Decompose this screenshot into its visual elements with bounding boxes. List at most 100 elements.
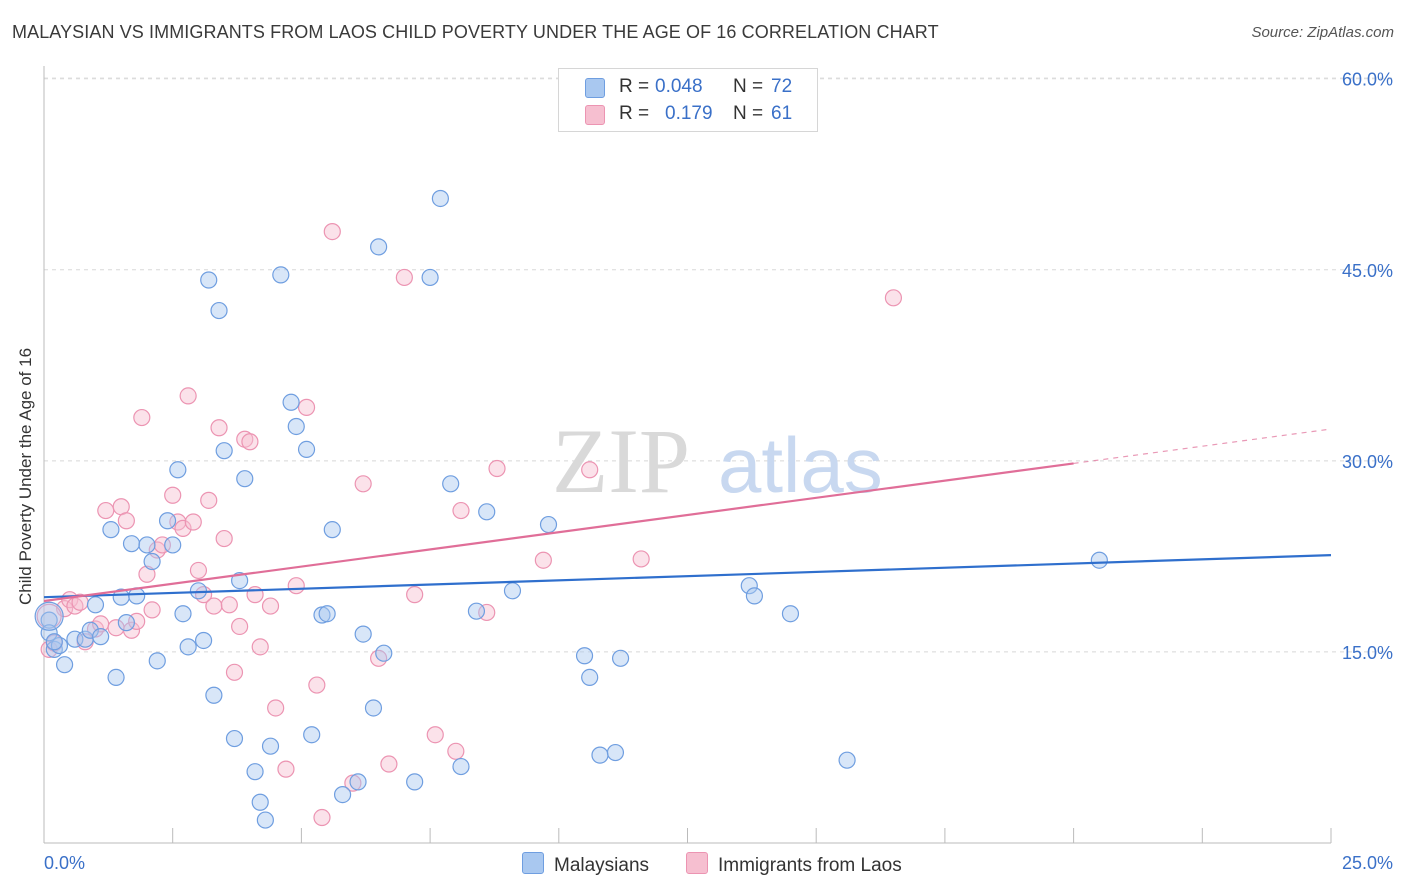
point-malaysian bbox=[611, 649, 630, 667]
source-note: Source: ZipAtlas.com bbox=[1251, 24, 1394, 41]
point-malaysian bbox=[40, 624, 58, 642]
point-malaysian bbox=[169, 461, 187, 479]
point-laos bbox=[323, 222, 341, 241]
point-malaysian bbox=[148, 652, 166, 670]
point-laos bbox=[189, 561, 208, 580]
point-malaysian bbox=[102, 521, 120, 539]
point-malaysian bbox=[200, 271, 218, 289]
point-malaysian bbox=[122, 535, 141, 553]
point-laos bbox=[117, 512, 135, 530]
point-malaysian bbox=[174, 605, 192, 623]
trend-line-laos-extrapolated bbox=[1073, 428, 1332, 465]
point-malaysian bbox=[40, 611, 58, 629]
point-malaysian bbox=[225, 729, 244, 748]
legend-stats: R = 0.048 N = 72 R = 0.179 N = 61 bbox=[558, 68, 818, 132]
point-malaysian bbox=[205, 686, 223, 704]
point-laos bbox=[210, 419, 228, 437]
point-laos bbox=[97, 501, 115, 520]
tick-labels: 15.0% 30.0% 45.0% 60.0% 0.0% 25.0% bbox=[44, 70, 1393, 873]
point-malaysian bbox=[138, 536, 156, 554]
point-malaysian bbox=[539, 515, 558, 534]
point-malaysian bbox=[297, 440, 316, 459]
swatch-blue bbox=[585, 78, 605, 98]
point-laos bbox=[452, 501, 470, 520]
y-tick-label: 45.0% bbox=[1342, 261, 1393, 281]
point-malaysian bbox=[86, 596, 105, 614]
point-malaysian bbox=[81, 621, 99, 639]
point-laos bbox=[581, 461, 599, 479]
point-laos bbox=[241, 433, 259, 451]
point-malaysian bbox=[333, 785, 352, 804]
x-tick-label-min: 0.0% bbox=[44, 853, 85, 873]
point-malaysian bbox=[231, 572, 249, 590]
point-malaysian bbox=[375, 644, 393, 662]
point-malaysian bbox=[256, 811, 274, 829]
point-laos bbox=[426, 726, 444, 744]
trend-lines bbox=[43, 428, 1332, 603]
point-malaysian bbox=[452, 757, 470, 776]
point-laos bbox=[488, 459, 506, 478]
r-label: R = bbox=[619, 103, 650, 124]
point-malaysian bbox=[838, 751, 856, 769]
r-value: 0.179 bbox=[665, 103, 713, 124]
watermark: ZIP atlas bbox=[552, 410, 883, 512]
point-malaysian bbox=[210, 301, 228, 320]
point-malaysian bbox=[282, 393, 300, 411]
legend-label-malaysians: Malaysians bbox=[554, 855, 650, 876]
point-malaysian bbox=[467, 602, 486, 620]
y-tick-label: 15.0% bbox=[1342, 643, 1393, 663]
point-laos bbox=[534, 551, 552, 569]
point-malaysian bbox=[1090, 551, 1108, 569]
n-value: 61 bbox=[771, 103, 793, 124]
legend-item-laos: Immigrants from Laos bbox=[686, 852, 902, 877]
point-malaysian bbox=[421, 268, 439, 287]
point-laos bbox=[179, 387, 197, 405]
point-laos bbox=[287, 577, 305, 595]
r-value: 0.048 bbox=[655, 76, 703, 97]
point-laos bbox=[406, 586, 424, 604]
n-label: N = bbox=[733, 103, 764, 124]
point-malaysian bbox=[431, 189, 449, 208]
point-malaysian bbox=[107, 668, 125, 687]
trend-line-laos bbox=[43, 462, 1074, 603]
point-malaysian bbox=[591, 746, 609, 764]
point-laos bbox=[251, 638, 269, 656]
y-tick-label: 30.0% bbox=[1342, 452, 1393, 472]
trend-line-malaysians bbox=[43, 554, 1332, 599]
point-malaysian bbox=[164, 536, 182, 554]
point-laos bbox=[632, 550, 650, 568]
r-label: R = bbox=[619, 76, 650, 97]
point-malaysian bbox=[55, 656, 74, 674]
point-malaysian bbox=[575, 647, 594, 665]
point-laos bbox=[220, 596, 238, 614]
point-malaysian bbox=[117, 614, 135, 632]
y-axis-label: Child Poverty Under the Age of 16 bbox=[16, 347, 35, 605]
point-laos bbox=[200, 491, 218, 509]
legend-label-laos: Immigrants from Laos bbox=[718, 855, 902, 876]
series-laos-points bbox=[36, 222, 903, 827]
point-malaysian bbox=[442, 475, 460, 493]
point-laos bbox=[308, 676, 326, 694]
axes bbox=[43, 66, 1332, 844]
point-laos bbox=[215, 529, 233, 548]
point-laos bbox=[225, 663, 244, 681]
point-laos bbox=[884, 289, 903, 307]
point-malaysian bbox=[189, 582, 208, 600]
point-laos bbox=[395, 268, 413, 287]
n-label: N = bbox=[733, 76, 764, 97]
y-tick-label: 60.0% bbox=[1342, 70, 1393, 90]
n-value: 72 bbox=[771, 76, 793, 97]
watermark-zip: ZIP bbox=[552, 410, 690, 512]
point-malaysian bbox=[45, 633, 63, 651]
point-laos bbox=[354, 475, 372, 493]
legend-swatch-blue bbox=[522, 852, 544, 874]
point-malaysian bbox=[370, 238, 388, 256]
point-malaysian bbox=[158, 512, 177, 530]
point-laos bbox=[184, 513, 202, 531]
point-malaysian bbox=[606, 743, 625, 762]
point-laos bbox=[205, 597, 223, 615]
point-laos bbox=[174, 519, 192, 537]
point-laos bbox=[133, 408, 151, 427]
x-tick-label-max: 25.0% bbox=[1342, 853, 1393, 873]
